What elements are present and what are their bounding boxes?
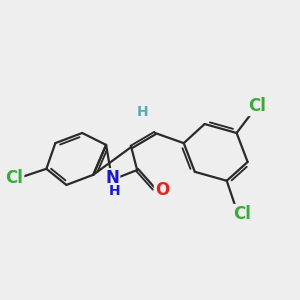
Text: Cl: Cl xyxy=(233,205,251,223)
Text: H: H xyxy=(109,184,121,198)
Text: O: O xyxy=(155,181,169,199)
Text: Cl: Cl xyxy=(5,169,23,188)
Text: N: N xyxy=(105,169,119,188)
Text: Cl: Cl xyxy=(248,97,266,115)
Text: H: H xyxy=(137,105,148,119)
